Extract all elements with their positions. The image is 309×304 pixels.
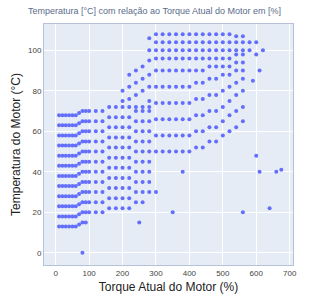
svg-text:Torque Atual do Motor (%): Torque Atual do Motor (%) [99, 280, 238, 294]
svg-text:Temperatura [°C] com relação a: Temperatura [°C] com relação ao Torque A… [28, 6, 281, 16]
svg-text:300: 300 [149, 269, 163, 278]
svg-text:500: 500 [216, 269, 230, 278]
svg-text:0: 0 [37, 249, 42, 258]
svg-text:700: 700 [283, 269, 297, 278]
svg-text:200: 200 [116, 269, 130, 278]
svg-text:100: 100 [82, 269, 96, 278]
svg-text:600: 600 [250, 269, 264, 278]
svg-text:100: 100 [28, 46, 42, 55]
svg-text:20: 20 [32, 208, 41, 217]
svg-text:60: 60 [32, 127, 41, 136]
svg-text:0: 0 [53, 269, 58, 278]
svg-text:400: 400 [183, 269, 197, 278]
svg-text:40: 40 [32, 168, 41, 177]
svg-text:80: 80 [32, 87, 41, 96]
svg-text:Temperatura do Motor (°C): Temperatura do Motor (°C) [9, 73, 23, 216]
